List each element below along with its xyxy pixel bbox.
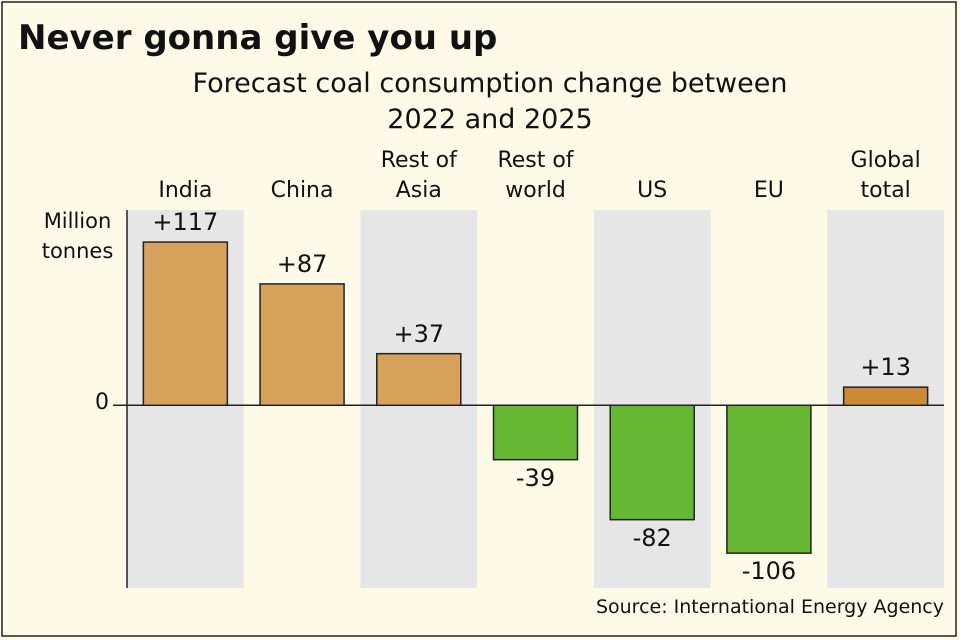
bar <box>259 283 345 407</box>
value-label: -106 <box>741 557 797 586</box>
x-tick-label: EU <box>753 178 784 203</box>
y-axis-label: Million tonnes <box>41 209 114 263</box>
value-label: +87 <box>276 249 328 278</box>
x-tick-label: India <box>158 178 213 203</box>
chart-subtitle: Forecast coal consumption change between… <box>192 68 788 135</box>
bar <box>609 404 695 521</box>
bar <box>726 404 812 554</box>
bar <box>376 352 462 407</box>
band-shade <box>593 210 711 588</box>
value-label: -82 <box>632 523 672 552</box>
x-tick-label: Rest of Asia <box>380 148 457 203</box>
bar <box>492 404 579 461</box>
x-tick-label: China <box>270 178 334 203</box>
value-label: +37 <box>393 319 445 348</box>
bar <box>142 241 229 407</box>
value-label: +13 <box>860 353 911 382</box>
value-label: +117 <box>152 208 219 237</box>
chart-title: Never gonna give you up <box>18 18 498 58</box>
value-label: -39 <box>515 463 556 492</box>
bar <box>842 386 929 407</box>
x-tick-label: Rest of world <box>497 148 574 203</box>
source: Source: International Energy Agency <box>595 596 944 618</box>
x-tick-label: US <box>637 178 668 203</box>
y-tick-label: 0 <box>95 390 109 416</box>
x-tick-label: Global total <box>850 148 921 203</box>
